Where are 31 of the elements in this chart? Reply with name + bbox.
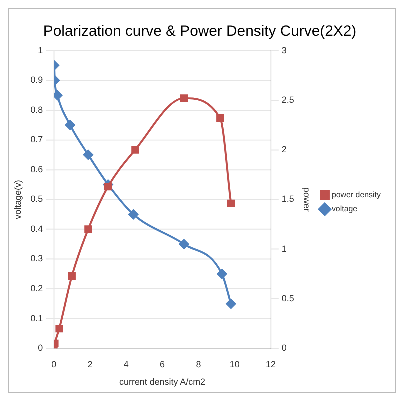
y2-tick-label: 3 [282,45,287,56]
chart-title: Polarization curve & Power Density Curve(2X2) [43,23,357,40]
y2-tick-label: 0.5 [282,293,294,304]
y-axis-title: voltage(v) [12,180,23,220]
y-tick-label: 0.4 [30,224,44,234]
x-tick-label: 4 [124,359,129,370]
y-tick-label: 0.7 [30,134,44,145]
y-tick-label: 0.8 [30,104,44,115]
y2-tick-label: 2 [282,144,287,155]
x-tick-label: 12 [266,359,276,370]
y2-tick-label: 2.5 [282,94,294,105]
y-tick-label: 0.1 [30,313,44,324]
x-tick-label: 0 [52,359,57,370]
x-axis-title: current density A/cm2 [120,377,206,388]
y-tick-label: 0 [38,343,44,354]
legend-label: voltage [332,204,358,214]
y-tick-label: 0.6 [30,164,44,174]
y2-tick-label: 1.5 [282,194,294,204]
x-tick-label: 2 [88,359,93,370]
legend-label: power density [332,190,381,200]
y-tick-label: 0.2 [30,284,44,294]
y2-axis-title: power [302,188,312,212]
x-tick-label: 8 [196,359,202,370]
y-tick-label: 0.9 [30,75,44,86]
y-tick-label: 1 [38,45,44,56]
y-tick-label: 0.3 [30,254,44,264]
y-tick-label: 0.5 [30,194,44,204]
x-tick-label: 6 [160,359,166,370]
x-tick-label: 10 [230,359,240,370]
y2-tick-label: 1 [282,244,287,254]
y2-tick-label: 0 [282,343,287,354]
